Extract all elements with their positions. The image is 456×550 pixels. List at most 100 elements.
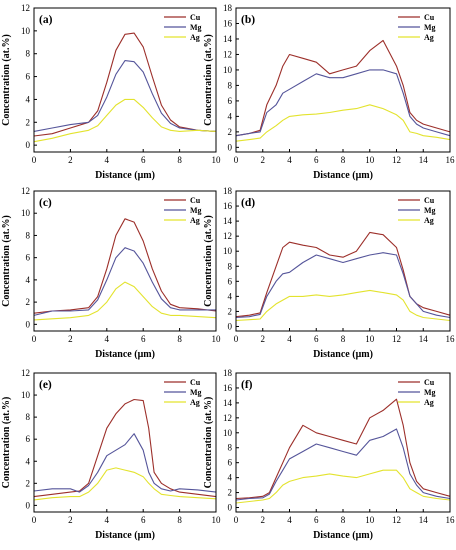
legend-label-mg: Mg (190, 388, 202, 397)
x-tick-label: 8 (341, 334, 346, 344)
y-tick-label: 14 (223, 398, 233, 408)
series-line-mg (235, 69, 451, 137)
panel-label: (f) (241, 379, 253, 391)
x-tick-label: 16 (446, 334, 456, 344)
y-tick-label: 8 (228, 261, 233, 271)
x-tick-label: 0 (32, 334, 37, 344)
series-line-mg (33, 433, 217, 493)
series-line-cu (235, 398, 451, 500)
y-tick-label: 10 (21, 390, 31, 400)
x-tick-label: 0 (234, 515, 239, 525)
x-tick-label: 8 (341, 155, 346, 165)
series-line-cu (235, 39, 451, 137)
x-tick-label: 14 (419, 334, 429, 344)
y-tick-label: 10 (223, 246, 233, 256)
panel-label: (a) (39, 14, 53, 26)
y-tick-label: 12 (21, 3, 30, 13)
legend-label-mg: Mg (424, 23, 436, 32)
x-tick-label: 10 (365, 334, 375, 344)
x-tick-label: 4 (105, 515, 110, 525)
y-tick-label: 18 (223, 3, 233, 13)
panel-label: (b) (241, 14, 255, 26)
y-tick-label: 4 (228, 111, 233, 121)
x-tick-label: 10 (365, 155, 375, 165)
y-tick-label: 14 (223, 216, 233, 226)
x-tick-label: 2 (261, 334, 266, 344)
x-tick-label: 8 (177, 334, 182, 344)
x-tick-label: 4 (287, 155, 292, 165)
x-tick-label: 12 (392, 334, 401, 344)
y-tick-label: 6 (228, 96, 233, 106)
chart-panel-f: 0 2 4 6 8 10 12 14 16 0 2 4 6 8 10 12 14 16 18 Distance (μm… (203, 368, 455, 541)
plot-frame (33, 7, 217, 153)
x-tick-label: 0 (234, 155, 239, 165)
y-tick-label: 16 (223, 201, 233, 211)
x-tick-label: 16 (446, 515, 456, 525)
x-tick-label: 12 (392, 515, 401, 525)
series-line-cu (235, 231, 451, 318)
y-tick-label: 2 (26, 117, 31, 127)
legend-label-cu: Cu (190, 378, 201, 387)
y-tick-label: 0 (228, 503, 233, 513)
y-tick-label: 16 (223, 383, 233, 393)
plot-frame (33, 372, 217, 513)
x-axis-title: Distance (μm) (95, 170, 155, 181)
y-tick-label: 12 (223, 49, 232, 59)
y-tick-label: 8 (26, 49, 31, 59)
y-axis-title: Concentration (at.%) (203, 215, 214, 307)
x-tick-label: 2 (261, 155, 266, 165)
chart-panel-a: 0 2 4 6 8 10 0 2 4 6 8 10 12 Distance (μm) Concentrati… (1, 3, 221, 181)
y-tick-label: 12 (223, 231, 232, 241)
y-tick-label: 10 (21, 26, 31, 36)
legend-label-mg: Mg (190, 23, 202, 32)
x-tick-label: 6 (314, 334, 319, 344)
series-line-ag (33, 98, 217, 143)
x-tick-label: 0 (32, 155, 37, 165)
legend-label-ag: Ag (424, 33, 434, 42)
series-line-cu (33, 32, 217, 137)
x-tick-label: 10 (365, 515, 375, 525)
y-tick-label: 2 (26, 478, 31, 488)
series-line-ag (235, 104, 451, 142)
y-axis-title: Concentration (at.%) (1, 34, 12, 126)
x-tick-label: 2 (68, 155, 73, 165)
y-tick-label: 4 (26, 456, 31, 466)
y-tick-label: 4 (228, 473, 233, 483)
x-tick-label: 14 (419, 155, 429, 165)
plot-frame (33, 190, 217, 332)
series-line-cu (33, 218, 217, 314)
panel-label: (c) (39, 197, 52, 209)
series-line-ag (235, 289, 451, 322)
x-tick-label: 10 (212, 155, 222, 165)
x-tick-label: 2 (261, 515, 266, 525)
x-axis-title: Distance (μm) (313, 170, 373, 181)
x-tick-label: 6 (141, 334, 146, 344)
panel-label: (e) (39, 379, 52, 391)
y-tick-label: 4 (228, 291, 233, 301)
legend-label-cu: Cu (424, 196, 435, 205)
series-line-ag (33, 281, 217, 321)
legend-label-mg: Mg (424, 206, 436, 215)
x-tick-label: 8 (177, 515, 182, 525)
x-tick-label: 0 (234, 334, 239, 344)
y-axis-title: Concentration (at.%) (1, 215, 12, 307)
chart-panel-b: 0 2 4 6 8 10 12 14 16 0 2 4 6 8 10 12 14 16 18 Distance (μm… (203, 3, 455, 181)
x-tick-label: 8 (177, 155, 182, 165)
y-tick-label: 0 (228, 321, 233, 331)
y-tick-label: 6 (26, 434, 31, 444)
y-axis-title: Concentration (at.%) (203, 34, 214, 126)
legend-label-cu: Cu (424, 378, 435, 387)
x-axis-title: Distance (μm) (95, 530, 155, 541)
y-tick-label: 0 (26, 500, 31, 510)
x-tick-label: 4 (105, 155, 110, 165)
legend-label-cu: Cu (190, 196, 201, 205)
x-tick-label: 6 (314, 515, 319, 525)
x-tick-label: 6 (141, 515, 146, 525)
x-tick-label: 2 (68, 334, 73, 344)
y-tick-label: 8 (26, 412, 31, 422)
